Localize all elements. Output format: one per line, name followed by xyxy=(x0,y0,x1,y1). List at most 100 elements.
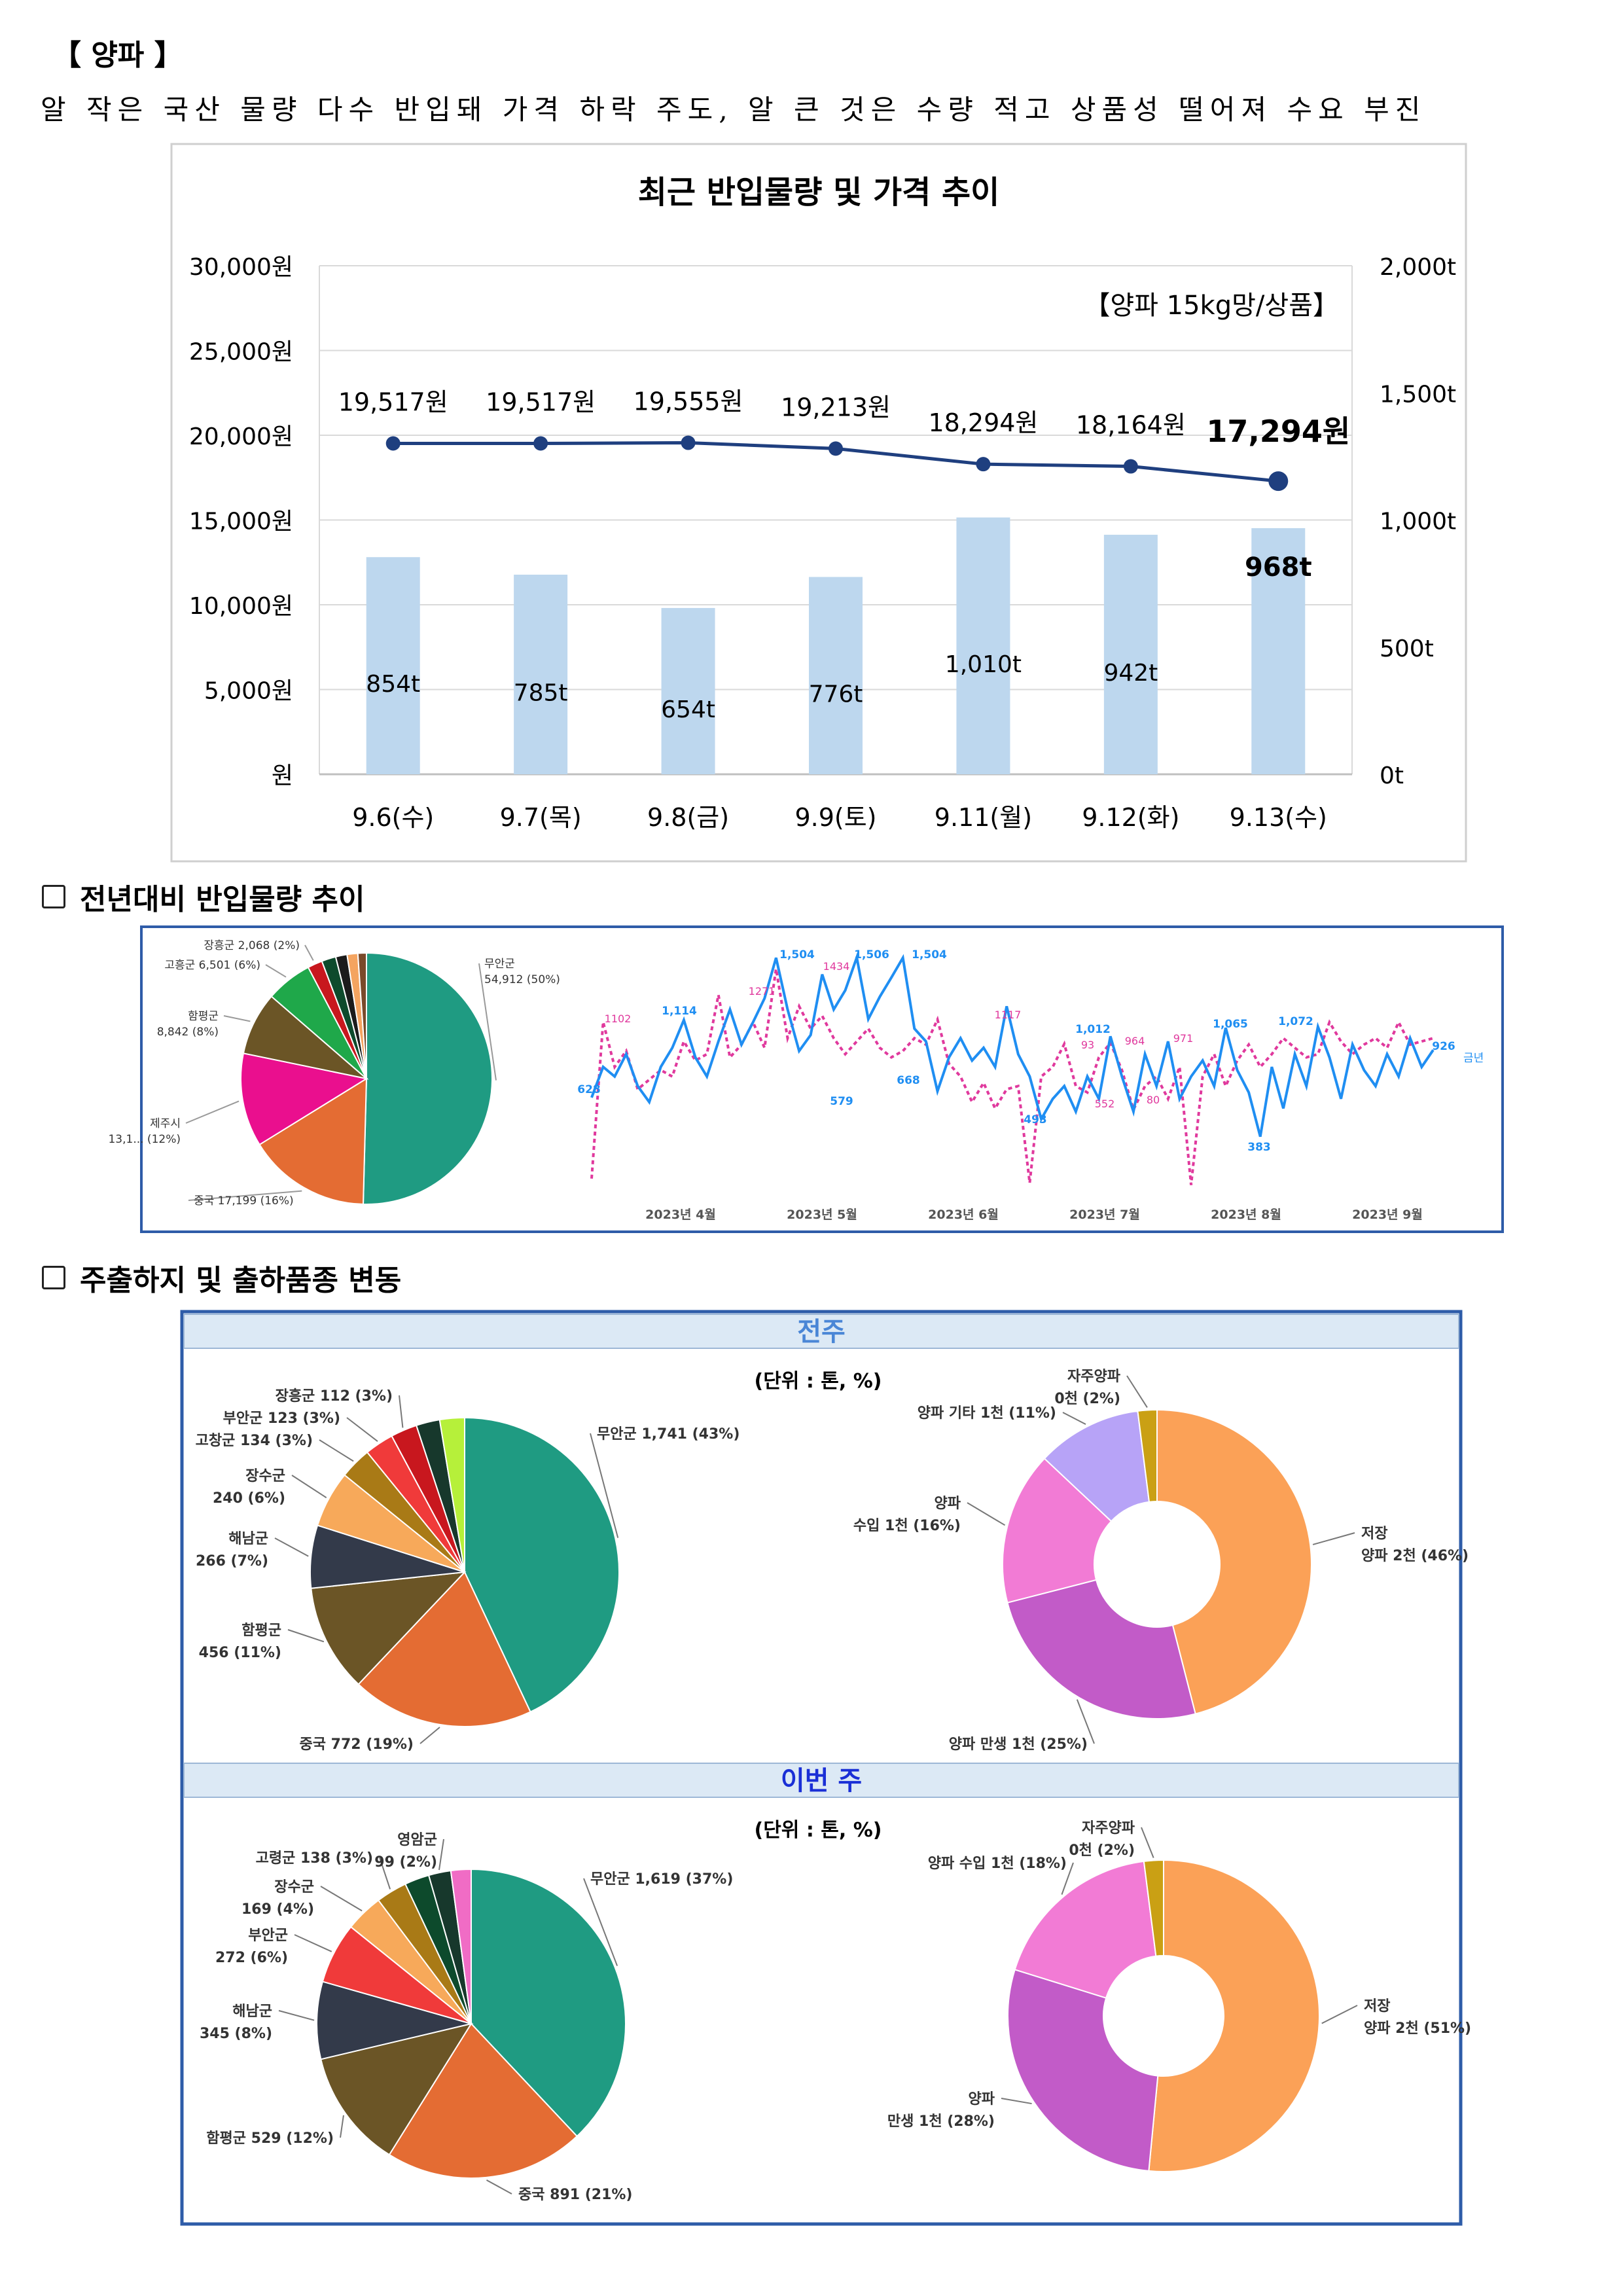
leader-line xyxy=(399,1395,404,1428)
leader-line xyxy=(1076,1699,1095,1744)
thisweek-origin-label: 무안군 1,619 (37%) xyxy=(590,1871,733,1888)
thisweek-variety-label: 양파 2천 (51%) xyxy=(1364,2020,1471,2037)
yoy-x-tick: 2023년 4월 xyxy=(645,1208,716,1222)
yoy-current-label: 1,506 xyxy=(854,948,889,961)
price-point xyxy=(681,435,696,450)
lastweek-origin-slice xyxy=(310,1571,467,1685)
section-shipping: 주출하지 및 출하품종 변동 xyxy=(42,1257,401,1299)
volume-bar xyxy=(809,577,863,774)
leader-line xyxy=(1062,1412,1086,1426)
thisweek-origin-label: 고령군 138 (3%) xyxy=(256,1850,373,1867)
price-point xyxy=(1123,459,1138,474)
lastweek-variety-label: 자주양파 xyxy=(1067,1369,1121,1385)
thisweek-origin-label: 169 (4%) xyxy=(241,1901,314,1918)
price-label: 17,294원 xyxy=(1206,414,1350,449)
lastweek-variety-label: 양파 xyxy=(935,1496,961,1512)
yoy-x-tick: 2023년 5월 xyxy=(787,1208,857,1222)
yoy-legend-label: 금년 xyxy=(1463,1052,1484,1065)
leader-line xyxy=(274,1537,309,1557)
yoy-current-label: 579 xyxy=(830,1095,853,1108)
current-year-line xyxy=(590,952,1435,1138)
leader-line xyxy=(340,2115,344,2138)
lastweek-origin-label: 266 (7%) xyxy=(196,1553,268,1570)
lastweek-variety-slice xyxy=(1002,1458,1113,1604)
lastweek-variety-label: 0천 (2%) xyxy=(1054,1391,1120,1407)
main-chart-note: 【양파 15kg망/상품】 xyxy=(1084,291,1339,321)
section-yoy-title: 전년대비 반입물량 추이 xyxy=(80,883,365,916)
lastweek-variety-label: 양파 기타 1천 (11%) xyxy=(918,1405,1056,1422)
yoy-current-label: 1,072 xyxy=(1278,1015,1313,1028)
yoy-pie-slice xyxy=(240,1052,368,1146)
thisweek-origin-label: 해남군 xyxy=(232,2003,272,2020)
left-axis-tick: 15,000원 xyxy=(189,509,293,535)
thisweek-variety-label: 저장 xyxy=(1364,1998,1390,2015)
price-point xyxy=(533,436,548,451)
lastweek-variety-label: 양파 2천 (46%) xyxy=(1361,1548,1469,1564)
lastweek-origin-label: 함평군 xyxy=(241,1623,281,1639)
leader-line xyxy=(590,1433,619,1538)
thisweek-origin-label: 345 (8%) xyxy=(200,2026,272,2042)
volume-bar xyxy=(661,607,715,774)
main-combo-chart: 최근 반입물량 및 가격 추이원 5,000원 10,000원 15,000원 20,0… xyxy=(170,143,1467,863)
thisweek-variety-label: 양파 수입 1천 (18%) xyxy=(928,1856,1067,1872)
yoy-pie-label: 고흥군 6,501 (6%) xyxy=(164,959,260,972)
page-subtitle: 알 작은 국산 물량 다수 반입돼 가격 하락 주도, 알 큰 것은 수량 적고… xyxy=(41,94,1427,126)
last-year-line xyxy=(590,969,1434,1185)
x-tick-label: 9.9(토) xyxy=(794,803,876,832)
lastweek-origin-label: 무안군 1,741 (43%) xyxy=(597,1426,740,1443)
left-axis-tick: 25,000원 xyxy=(189,339,293,366)
yoy-pie-label: 함평군 xyxy=(188,1010,219,1023)
left-axis-tick: 5,000원 xyxy=(204,678,293,705)
price-label: 18,164원 xyxy=(1076,411,1186,440)
lastweek-origin-slice xyxy=(464,1416,620,1713)
thisweek-origin-label: 영암군 xyxy=(397,1832,437,1848)
thisweek-variety-label: 양파 xyxy=(969,2091,995,2108)
leader-line xyxy=(188,1190,302,1201)
lastweek-origin-slice xyxy=(357,1571,531,1727)
lastweek-variety-slice xyxy=(1156,1408,1312,1715)
leader-line xyxy=(304,944,314,961)
yoy-pie-label: 54,912 (50%) xyxy=(484,973,560,986)
price-point xyxy=(829,441,843,456)
yoy-pie-label: 장흥군 2,068 (2%) xyxy=(204,939,300,952)
yoy-charts: 무안군 54,912 (50%) 중국 17,199 (16%) 제주시 13,1...… xyxy=(108,925,1504,1233)
right-axis-tick: 1,500t xyxy=(1380,381,1456,408)
price-point xyxy=(1268,471,1289,492)
yoy-x-tick: 2023년 7월 xyxy=(1069,1208,1140,1222)
x-tick-label: 9.13(수) xyxy=(1230,803,1327,832)
yoy-current-label: 1,504 xyxy=(912,948,947,961)
lastweek-origin-label: 장수군 xyxy=(245,1468,285,1484)
leader-line xyxy=(1061,1862,1074,1895)
volume-bar xyxy=(956,517,1010,774)
yoy-current-label: 493 xyxy=(1024,1113,1047,1126)
yoy-last-label: 1434 xyxy=(823,960,850,973)
price-point xyxy=(976,457,991,472)
yoy-last-label: 80 xyxy=(1147,1094,1160,1106)
yoy-pie-label: 중국 17,199 (16%) xyxy=(194,1194,294,1208)
yoy-pie-label: 8,842 (8%) xyxy=(157,1026,219,1039)
x-tick-label: 9.8(금) xyxy=(647,803,729,832)
thisweek-origin-slice xyxy=(320,2022,473,2156)
yoy-current-label: 1,012 xyxy=(1075,1023,1111,1036)
thisweek-variety-label: 자주양파 xyxy=(1082,1820,1135,1837)
volume-bar xyxy=(1251,528,1306,774)
panel-title: 이번 주 xyxy=(781,1766,862,1796)
leader-line xyxy=(1321,2005,1358,2024)
yoy-current-label: 628 xyxy=(577,1083,601,1096)
left-axis-tick: 10,000원 xyxy=(189,593,293,620)
thisweek-variety-slice xyxy=(1148,1859,1321,2172)
volume-label: 1,010t xyxy=(945,651,1022,678)
thisweek-variety-slice xyxy=(1007,1969,1159,2172)
leader-line xyxy=(583,1878,618,1966)
yoy-x-tick: 2023년 6월 xyxy=(928,1208,999,1222)
x-tick-label: 9.7(목) xyxy=(500,803,582,832)
lastweek-origin-label: 장흥군 112 (3%) xyxy=(276,1388,393,1405)
leader-line xyxy=(346,1417,378,1443)
thisweek-variety-slice xyxy=(1014,1860,1157,1999)
yoy-pie-slice xyxy=(362,952,493,1205)
lastweek-variety-slice xyxy=(1007,1579,1196,1719)
leader-line xyxy=(1126,1375,1148,1408)
thisweek-origin-label: 중국 891 (21%) xyxy=(518,2187,633,2203)
yoy-current-label: 926 xyxy=(1432,1040,1455,1053)
leader-line xyxy=(223,1015,251,1022)
